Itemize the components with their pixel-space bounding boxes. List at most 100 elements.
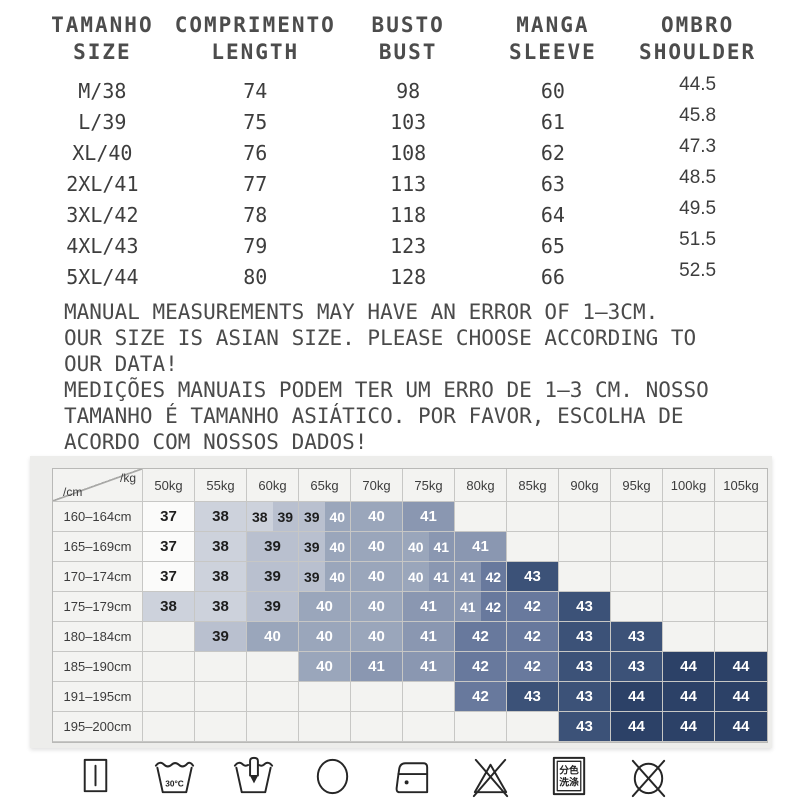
matrix-size-value: 41 <box>403 622 454 651</box>
size-table-header: COMPRIMENTO LENGTH <box>174 13 336 64</box>
matrix-weight-header: 90kg <box>559 469 611 502</box>
size-table-cell: 79 <box>243 234 268 258</box>
matrix-size-cell <box>611 532 663 562</box>
matrix-weight-header: 75kg <box>403 469 455 502</box>
size-table-header: TAMANHO SIZE <box>51 13 154 64</box>
matrix-size-value: 41 <box>455 562 481 591</box>
matrix-size-cell <box>143 652 195 682</box>
matrix-size-cell: 39 <box>247 592 299 622</box>
matrix-size-cell: 42 <box>455 682 507 712</box>
matrix-size-cell: 38 <box>195 592 247 622</box>
matrix-size-value: 40 <box>299 622 350 651</box>
matrix-size-cell <box>507 712 559 742</box>
matrix-size-cell <box>195 682 247 712</box>
matrix-size-cell <box>195 652 247 682</box>
size-table-cell: L/39 <box>78 110 127 134</box>
matrix-size-value: 41 <box>428 532 454 561</box>
dry-clean-icon <box>316 758 349 795</box>
matrix-size-cell <box>455 502 507 532</box>
matrix-size-value: 44 <box>715 652 767 681</box>
matrix-weight-header: 95kg <box>611 469 663 502</box>
size-table-cell: 123 <box>390 234 427 258</box>
size-table-header: MANGA SLEEVE <box>508 13 597 64</box>
matrix-size-cell: 44 <box>611 712 663 742</box>
size-table-cell: 75 <box>243 110 268 134</box>
matrix-size-value: 42 <box>507 622 558 651</box>
matrix-size-cell: 44 <box>663 652 715 682</box>
matrix-size-value: 43 <box>507 682 558 711</box>
separate-outer-frame <box>552 756 586 796</box>
matrix-size-cell <box>715 592 767 622</box>
iron-body <box>395 762 429 794</box>
matrix-size-cell: 43 <box>559 682 611 712</box>
size-table-cell: 5XL/44 <box>66 265 139 289</box>
matrix-size-cell <box>247 682 299 712</box>
size-table-cell: 62 <box>540 141 565 165</box>
matrix-size-value: 37 <box>143 562 194 591</box>
matrix-weight-header: 55kg <box>195 469 247 502</box>
size-table-cell: 66 <box>540 265 565 289</box>
size-table-cell: 98 <box>396 79 421 103</box>
matrix-size-value: 39 <box>299 532 325 561</box>
matrix-weight-header: 105kg <box>715 469 767 502</box>
matrix-size-value: 44 <box>715 682 767 711</box>
size-table-cell: 118 <box>390 203 427 227</box>
matrix-size-cell: 38 <box>195 532 247 562</box>
matrix-size-cell <box>559 562 611 592</box>
matrix-size-cell <box>611 592 663 622</box>
matrix-size-value: 38 <box>143 592 194 621</box>
matrix-size-cell: 40 <box>351 622 403 652</box>
matrix-size-value: 37 <box>143 502 194 531</box>
matrix-size-cell <box>403 712 455 742</box>
matrix-size-cell: 37 <box>143 562 195 592</box>
matrix-size-cell: 43 <box>559 712 611 742</box>
matrix-size-value: 38 <box>195 502 246 531</box>
matrix-size-value: 41 <box>428 562 454 591</box>
matrix-size-value: 43 <box>559 682 610 711</box>
matrix-size-value: 44 <box>663 712 714 741</box>
matrix-size-cell: 43 <box>559 622 611 652</box>
matrix-size-cell: 37 <box>143 532 195 562</box>
matrix-size-cell: 43 <box>507 682 559 712</box>
size-table-cell: 128 <box>390 265 427 289</box>
measurement-notice: MANUAL MEASUREMENTS MAY HAVE AN ERROR OF… <box>64 299 764 455</box>
matrix-size-cell <box>715 562 767 592</box>
matrix-weight-header: 65kg <box>299 469 351 502</box>
size-table-cell: 74 <box>243 79 268 103</box>
matrix-size-value: 43 <box>559 652 610 681</box>
matrix-size-value: 42 <box>507 592 558 621</box>
matrix-size-cell: 41 <box>455 532 507 562</box>
size-table-cell: 3XL/42 <box>66 203 139 227</box>
matrix-size-cell <box>611 562 663 592</box>
matrix-size-cell: 40 <box>351 592 403 622</box>
notice-line: MANUAL MEASUREMENTS MAY HAVE AN ERROR OF… <box>64 300 659 324</box>
iron-dot <box>404 780 409 785</box>
matrix-weight-header: 70kg <box>351 469 403 502</box>
matrix-size-cell <box>143 682 195 712</box>
matrix-size-cell: 41 <box>403 502 455 532</box>
matrix-size-value: 42 <box>480 592 506 621</box>
matrix-size-cell: 42 <box>507 652 559 682</box>
matrix-height-label: 170–174cm <box>53 562 143 592</box>
size-table-cell: 76 <box>243 141 268 165</box>
matrix-size-cell <box>715 502 767 532</box>
matrix-size-value: 38 <box>195 592 246 621</box>
matrix-size-value: 41 <box>351 652 402 681</box>
matrix-size-value: 44 <box>663 682 714 711</box>
matrix-size-cell: 44 <box>611 682 663 712</box>
matrix-size-cell: 42 <box>455 622 507 652</box>
matrix-size-value: 41 <box>403 502 454 531</box>
hand-wash-tub-body <box>235 766 272 794</box>
matrix-size-cell: 41 <box>351 652 403 682</box>
matrix-size-cell <box>715 532 767 562</box>
matrix-size-value: 41 <box>455 532 506 561</box>
matrix-size-cell: 44 <box>715 712 767 742</box>
matrix-size-value: 42 <box>455 682 506 711</box>
matrix-height-label: 160–164cm <box>53 502 143 532</box>
iron-low-heat-icon <box>395 762 429 794</box>
matrix-size-value: 39 <box>247 532 298 561</box>
matrix-size-value: 38 <box>195 532 246 561</box>
matrix-size-cell: 44 <box>715 652 767 682</box>
size-table-cell: 48.5 <box>679 167 717 188</box>
